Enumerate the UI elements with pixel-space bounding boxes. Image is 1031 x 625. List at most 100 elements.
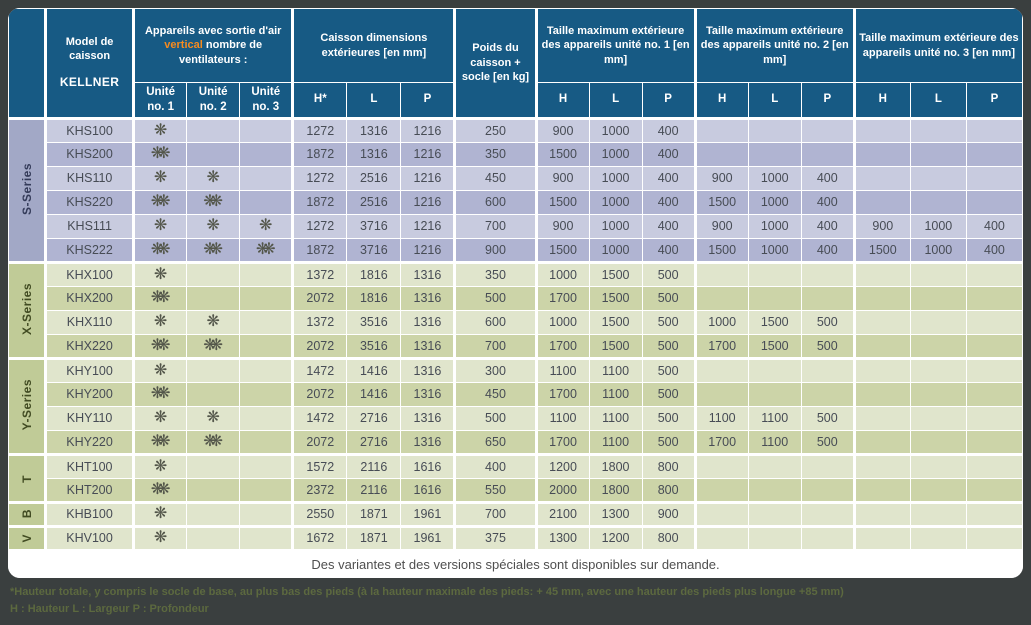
caisson-dim-l: 3516 xyxy=(346,333,402,359)
unit2-max-p xyxy=(800,452,855,479)
unit1-max-l: 1000 xyxy=(588,141,643,167)
fan-icon: ❋ xyxy=(150,336,165,354)
caisson-dim-h: 1572 xyxy=(291,452,348,479)
unit3-max-h xyxy=(852,524,911,551)
caisson-dim-p: 1216 xyxy=(400,141,456,167)
caisson-dim-p: 1316 xyxy=(400,356,456,383)
fan-count-unit-1: ❋ xyxy=(132,452,188,479)
table-row-khx100: X-Series KHX100 ❋ 1372 1816 1316 350 1000 1500 50… xyxy=(8,260,1023,359)
unit2-max-l xyxy=(747,116,802,143)
unit1-max-h: 2100 xyxy=(534,500,590,527)
unit2-max-h: 900 xyxy=(693,213,749,239)
unit1-max-p: 400 xyxy=(641,189,696,215)
unit2-max-l: 1100 xyxy=(747,429,802,455)
unit1-max-h: 900 xyxy=(534,165,590,191)
unit2-max-l xyxy=(747,285,802,311)
table-row-khy200: KHY200 ❋❋ 2072 1416 1316 450 1700 1100 500 xyxy=(9,381,1023,407)
caisson-dim-p: 1961 xyxy=(400,524,456,551)
weight-value: 350 xyxy=(453,260,537,287)
caisson-dim-l: 2116 xyxy=(346,452,402,479)
caisson-dim-h: 1272 xyxy=(291,116,348,143)
series-label-text: X-Series xyxy=(19,282,34,335)
fan-count-unit-2: ❋ xyxy=(186,213,241,239)
fan-count-unit-1: ❋ xyxy=(132,405,188,431)
caisson-dim-l: 1416 xyxy=(346,381,402,407)
unit1-max-h: 1200 xyxy=(534,452,590,479)
fan-icon: ❋ xyxy=(153,169,168,187)
unit1-max-h: 1000 xyxy=(534,309,590,335)
unit1-max-p: 500 xyxy=(641,405,696,431)
caisson-dim-l: 3716 xyxy=(346,237,402,263)
fan-icon: ❋ xyxy=(157,240,171,258)
unit1-max-l: 1100 xyxy=(588,429,643,455)
subheader-u2-p: P xyxy=(800,82,855,119)
unit1-max-h: 1100 xyxy=(534,405,590,431)
unit1-max-l: 1000 xyxy=(588,165,643,191)
group-header-row: Model de caisson KELLNER Appareils avec … xyxy=(8,8,1023,119)
model-name: KHT100 xyxy=(44,452,135,479)
unit2-max-p: 500 xyxy=(800,429,855,455)
fan-count-unit-3 xyxy=(239,333,294,359)
fan-icon: ❋ xyxy=(150,385,165,403)
unit1-max-p: 800 xyxy=(641,452,696,479)
unit3-max-l xyxy=(909,381,967,407)
unit3-max-h xyxy=(852,309,911,335)
unit2-max-p: 500 xyxy=(800,333,855,359)
caisson-dim-l: 1816 xyxy=(346,260,402,287)
weight-value: 600 xyxy=(453,189,537,215)
weight-value: 500 xyxy=(453,405,537,431)
fans-header-text: Appareils avec sortie d'air xyxy=(144,25,282,38)
subheader-dims-l: L xyxy=(346,82,402,119)
unit1-max-h: 2000 xyxy=(534,477,590,503)
table-row-khs220: KHS220 ❋❋ ❋❋ 1872 2516 1216 600 1500 1000 400 1500… xyxy=(9,189,1023,215)
unit3-max-l xyxy=(909,452,967,479)
model-name: KHX100 xyxy=(44,260,135,287)
unit3-max-p xyxy=(965,285,1023,311)
unit1-max-l: 1500 xyxy=(588,333,643,359)
footer-note: Des variantes et des versions spéciales … xyxy=(8,548,1023,578)
unit1-max-h: 1300 xyxy=(534,524,590,551)
unit2-max-p xyxy=(800,285,855,311)
model-name: KHY100 xyxy=(44,356,135,383)
unit3-max-p: 400 xyxy=(965,237,1023,263)
unit1-max-l: 1500 xyxy=(588,260,643,287)
fan-count-unit-3: ❋❋ xyxy=(239,237,294,263)
fan-count-unit-1: ❋❋ xyxy=(132,285,188,311)
unit2-max-h: 1500 xyxy=(693,237,749,263)
unit2-max-l xyxy=(747,260,802,287)
caisson-dim-h: 1872 xyxy=(291,237,348,263)
series-label-text: S-Series xyxy=(19,162,34,215)
unit3-max-h xyxy=(852,356,911,383)
unit2-max-h xyxy=(693,452,749,479)
series-label-text: Y-Series xyxy=(19,379,34,431)
fan-count-unit-2 xyxy=(186,260,241,287)
unit3-max-h xyxy=(852,405,911,431)
fan-count-unit-3 xyxy=(239,452,294,479)
caisson-dim-h: 1272 xyxy=(291,165,348,191)
caisson-dim-h: 2072 xyxy=(291,285,348,311)
fan-icon: ❋ xyxy=(150,289,165,307)
caisson-dim-h: 1372 xyxy=(291,309,348,335)
unit2-max-l xyxy=(747,141,802,167)
unit3-max-p xyxy=(965,356,1023,383)
weight-column-header: Poids du caisson + socle [en kg] xyxy=(453,8,537,119)
unit2-max-h xyxy=(693,260,749,287)
fan-icon: ❋ xyxy=(157,193,171,211)
caisson-dim-p: 1316 xyxy=(400,260,456,287)
fan-count-unit-2: ❋❋ xyxy=(186,189,241,215)
table-body: S-Series KHS100 ❋ 1272 1316 1216 250 900 1000 400… xyxy=(8,116,1023,551)
fan-icon: ❋ xyxy=(153,265,168,283)
caisson-dim-h: 1472 xyxy=(291,356,348,383)
unit1-max-l: 1000 xyxy=(588,213,643,239)
unit3-max-h xyxy=(852,477,911,503)
unit1-max-group-header: Taille maximum extérieure des appareils … xyxy=(534,8,696,83)
caisson-dim-p: 1216 xyxy=(400,165,456,191)
unit2-max-l: 1500 xyxy=(747,333,802,359)
subheader-u1-l: L xyxy=(588,82,643,119)
subheader-unit2: Unité no. 2 xyxy=(186,82,241,119)
subheader-hstar: H* xyxy=(291,82,348,119)
model-column-header: Model de caisson KELLNER xyxy=(44,8,135,119)
fan-icon: ❋ xyxy=(206,217,220,235)
fan-count-unit-2 xyxy=(186,285,241,311)
caisson-dim-p: 1216 xyxy=(400,116,456,143)
